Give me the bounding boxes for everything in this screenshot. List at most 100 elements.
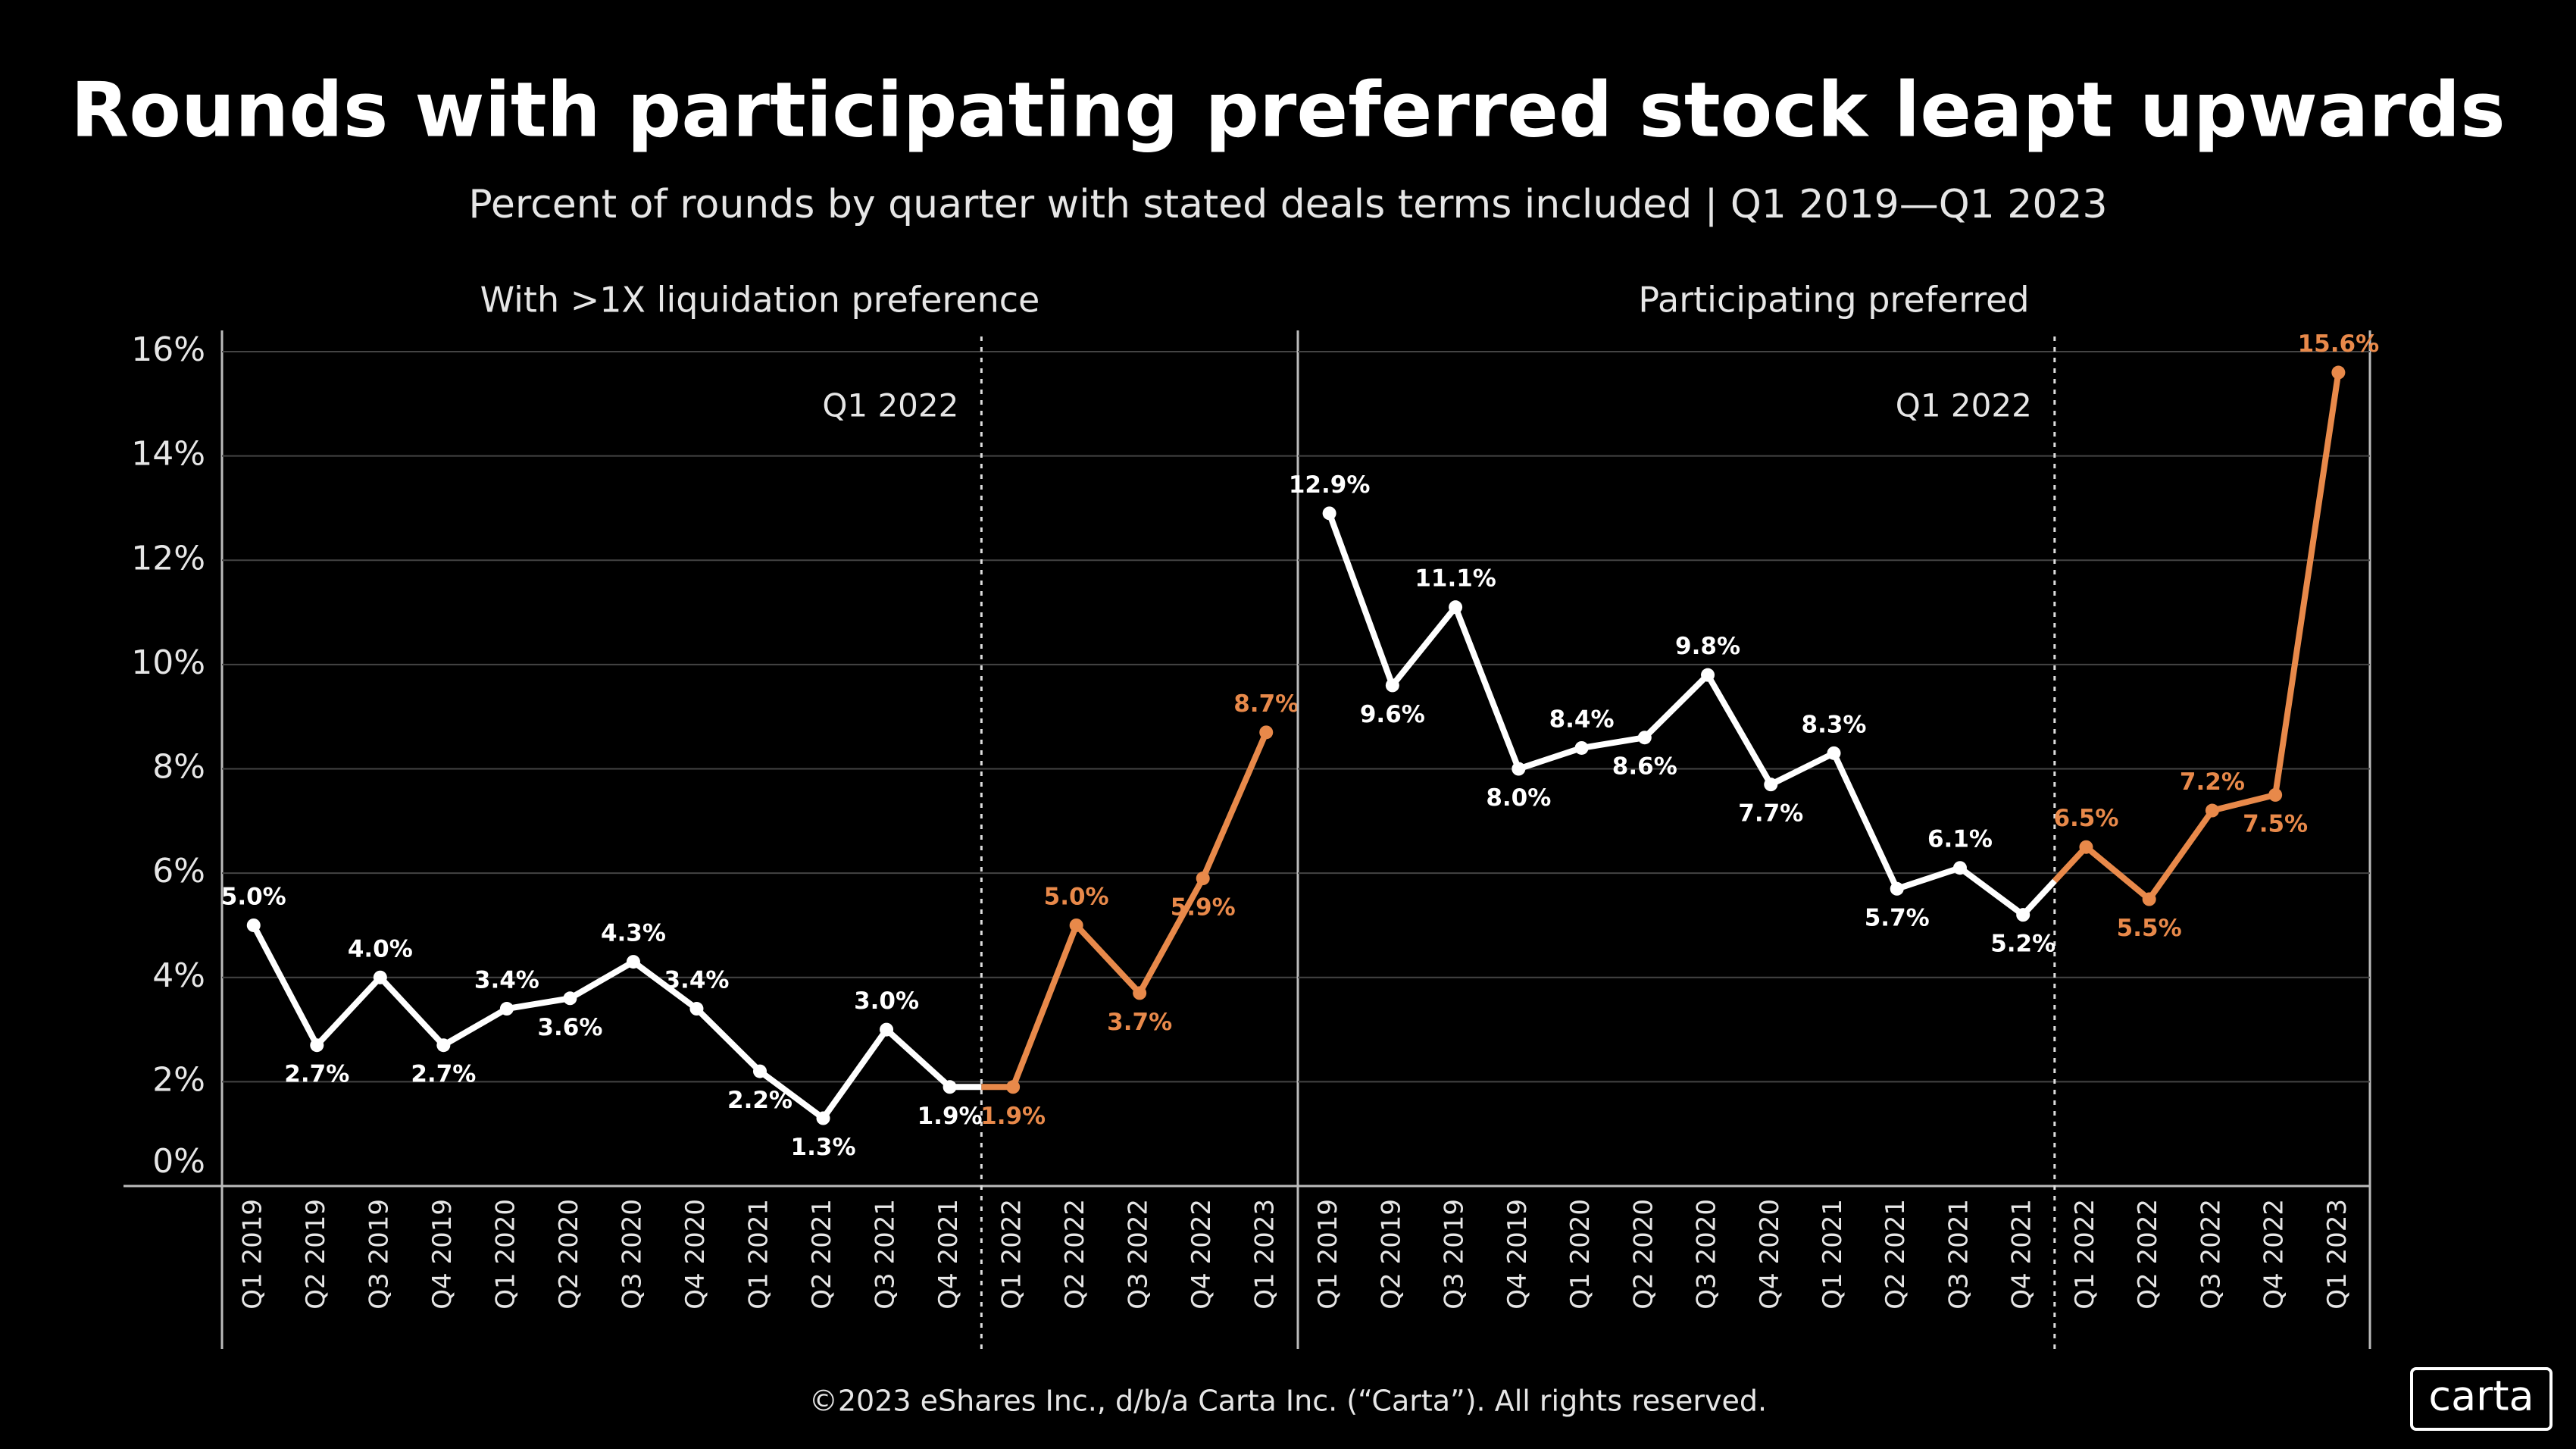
y-tick-label: 2% bbox=[152, 1060, 205, 1099]
point bbox=[1890, 881, 1904, 896]
point bbox=[2079, 840, 2093, 854]
point bbox=[310, 1038, 324, 1053]
point bbox=[436, 1038, 451, 1053]
value-label: 15.6% bbox=[2298, 330, 2380, 358]
value-label: 1.3% bbox=[791, 1134, 856, 1161]
connector bbox=[2021, 878, 2057, 917]
value-label: 2.7% bbox=[411, 1061, 476, 1088]
x-tick-label: Q2 2019 bbox=[1376, 1199, 1406, 1310]
value-label: 4.0% bbox=[348, 935, 413, 962]
value-label: 5.0% bbox=[221, 883, 286, 910]
value-label: 8.0% bbox=[1486, 784, 1551, 812]
x-tick-label: Q4 2020 bbox=[1755, 1199, 1785, 1310]
y-tick-label: 14% bbox=[131, 435, 205, 474]
point bbox=[1133, 986, 1147, 1000]
x-tick-label: Q1 2021 bbox=[744, 1199, 774, 1310]
point bbox=[246, 918, 261, 932]
value-label: 6.5% bbox=[2053, 805, 2118, 832]
point bbox=[1322, 506, 1336, 521]
y-tick-label: 0% bbox=[152, 1142, 205, 1181]
point bbox=[1069, 918, 1083, 932]
value-label: 9.6% bbox=[1360, 701, 1425, 728]
y-tick-label: 16% bbox=[131, 330, 205, 369]
point bbox=[626, 955, 640, 969]
value-label: 8.4% bbox=[1549, 706, 1615, 733]
x-tick-label: Q3 2020 bbox=[1692, 1199, 1722, 1310]
point bbox=[2142, 892, 2156, 906]
x-tick-label: Q4 2021 bbox=[933, 1199, 964, 1310]
value-label: 2.7% bbox=[284, 1061, 349, 1088]
value-label: 7.2% bbox=[2180, 768, 2245, 796]
point bbox=[373, 970, 387, 984]
x-tick-label: Q4 2022 bbox=[2259, 1199, 2290, 1310]
point bbox=[689, 1002, 704, 1016]
value-label: 3.4% bbox=[664, 967, 729, 994]
point bbox=[1574, 740, 1589, 755]
x-tick-label: Q1 2019 bbox=[1313, 1199, 1343, 1310]
value-label: 9.8% bbox=[1675, 633, 1740, 660]
value-label: 11.1% bbox=[1415, 565, 1496, 593]
y-tick-label: 12% bbox=[131, 539, 205, 577]
point bbox=[1385, 678, 1399, 693]
logo-box bbox=[2410, 1367, 2553, 1431]
point bbox=[2268, 787, 2283, 802]
panel-title: With >1X liquidation preference bbox=[480, 280, 1040, 321]
point bbox=[1259, 725, 1274, 740]
value-label: 5.7% bbox=[1865, 904, 1930, 931]
value-label: 3.6% bbox=[537, 1014, 602, 1041]
chart-subtitle: Percent of rounds by quarter with stated… bbox=[468, 182, 2107, 227]
value-label: 1.9% bbox=[918, 1103, 983, 1130]
value-label: 2.2% bbox=[727, 1087, 792, 1114]
chart-title: Rounds with participating preferred stoc… bbox=[70, 65, 2506, 154]
x-tick-label: Q4 2019 bbox=[427, 1199, 458, 1310]
point bbox=[499, 1002, 514, 1016]
point bbox=[1637, 731, 1652, 745]
x-tick-label: Q2 2020 bbox=[554, 1199, 584, 1310]
point bbox=[816, 1111, 830, 1125]
value-label: 5.9% bbox=[1171, 894, 1236, 922]
point bbox=[880, 1022, 894, 1037]
annotation: Q1 2022 bbox=[822, 387, 958, 424]
value-label: 1.9% bbox=[980, 1103, 1046, 1130]
x-tick-label: Q4 2022 bbox=[1186, 1199, 1217, 1310]
point bbox=[1827, 746, 1841, 760]
y-tick-label: 4% bbox=[152, 956, 205, 995]
x-tick-label: Q2 2022 bbox=[2133, 1199, 2163, 1310]
connector bbox=[2052, 844, 2089, 884]
value-label: 8.6% bbox=[1612, 753, 1677, 781]
point bbox=[2016, 908, 2030, 922]
point bbox=[1512, 762, 1526, 776]
series-line bbox=[251, 924, 952, 1122]
x-tick-label: Q3 2021 bbox=[871, 1199, 901, 1310]
value-label: 8.7% bbox=[1233, 690, 1299, 718]
point bbox=[1952, 861, 1967, 875]
x-tick-label: Q2 2019 bbox=[301, 1199, 331, 1310]
point bbox=[753, 1064, 767, 1078]
footer: ©2023 eShares Inc., d/b/a Carta Inc. (“C… bbox=[809, 1385, 1767, 1418]
point bbox=[1701, 668, 1715, 682]
x-tick-label: Q4 2021 bbox=[2007, 1199, 2037, 1310]
y-tick-label: 10% bbox=[131, 643, 205, 682]
point bbox=[1196, 872, 1210, 886]
value-label: 8.3% bbox=[1802, 711, 1867, 738]
x-tick-label: Q4 2020 bbox=[680, 1199, 711, 1310]
x-tick-label: Q3 2021 bbox=[1943, 1199, 1974, 1310]
x-tick-label: Q1 2020 bbox=[1565, 1199, 1596, 1310]
point bbox=[563, 991, 577, 1006]
x-tick-label: Q1 2022 bbox=[997, 1199, 1027, 1310]
point bbox=[943, 1080, 957, 1094]
value-label: 7.7% bbox=[1738, 800, 1803, 828]
x-tick-label: Q2 2021 bbox=[807, 1199, 837, 1310]
y-tick-label: 6% bbox=[152, 852, 205, 890]
value-label: 5.0% bbox=[1044, 883, 1109, 910]
value-label: 12.9% bbox=[1289, 471, 1371, 499]
x-tick-label: Q3 2022 bbox=[2196, 1199, 2226, 1310]
value-label: 5.5% bbox=[2117, 915, 2182, 942]
y-tick-label: 8% bbox=[152, 748, 205, 787]
value-label: 5.2% bbox=[1990, 931, 2055, 958]
x-tick-label: Q3 2019 bbox=[364, 1199, 394, 1310]
x-tick-label: Q2 2022 bbox=[1060, 1199, 1090, 1310]
x-tick-label: Q1 2021 bbox=[1818, 1199, 1848, 1310]
point bbox=[1449, 600, 1463, 615]
